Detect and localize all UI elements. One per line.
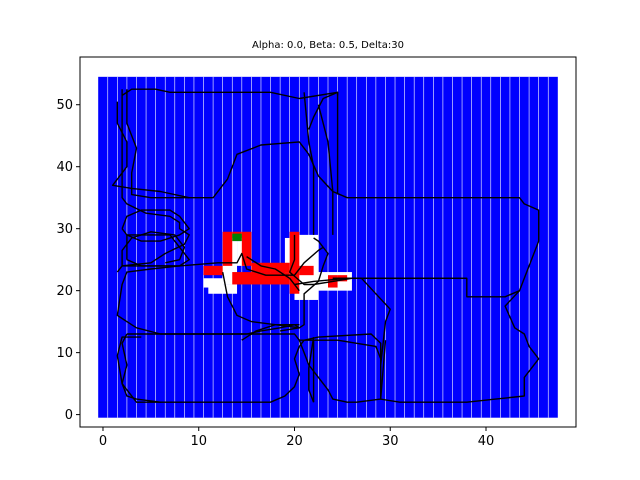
x-tick-label-3: 30 (382, 434, 399, 449)
cell-1 (208, 284, 238, 294)
x-tick-label-4: 40 (478, 434, 495, 449)
y-tick-label-0: 0 (65, 408, 73, 423)
path-6 (121, 231, 186, 266)
cell-7 (203, 265, 223, 276)
path-8 (289, 234, 353, 286)
path-0 (121, 88, 339, 100)
path-11 (241, 324, 300, 341)
path-21 (317, 104, 334, 235)
path-9 (222, 237, 329, 329)
path-17 (332, 277, 391, 366)
path-18 (380, 290, 540, 403)
plot-area (98, 76, 558, 418)
path-20 (303, 92, 315, 235)
y-tick-label-5: 50 (56, 98, 73, 113)
path-14 (121, 333, 161, 403)
x-tick-label-2: 20 (286, 434, 303, 449)
path-15 (308, 336, 315, 403)
cell-17 (232, 233, 242, 242)
path-2 (111, 101, 190, 199)
path-16 (294, 277, 467, 286)
cell-0 (203, 278, 223, 288)
path-4 (121, 209, 190, 242)
cell-13 (289, 231, 300, 294)
chart-title: Alpha: 0.0, Beta: 0.5, Delta:30 (252, 40, 404, 51)
cell-8 (222, 231, 233, 266)
path-3 (116, 89, 190, 273)
y-tick-label-4: 40 (56, 160, 73, 175)
x-tick-label-1: 10 (190, 434, 207, 449)
path-7 (122, 246, 324, 276)
y-tick-label-3: 30 (56, 222, 73, 237)
y-tick-label-2: 20 (56, 284, 73, 299)
path-19 (308, 91, 339, 195)
x-tick-label-0: 0 (99, 434, 107, 449)
cell-14 (299, 265, 314, 276)
path-13 (126, 333, 382, 360)
cell-10 (241, 231, 252, 266)
axes-frame (79, 56, 577, 428)
y-tick-label-1: 10 (56, 346, 73, 361)
path-22 (246, 256, 300, 292)
axes: 0 10 20 30 40 0 10 20 30 40 50 (56, 56, 577, 449)
